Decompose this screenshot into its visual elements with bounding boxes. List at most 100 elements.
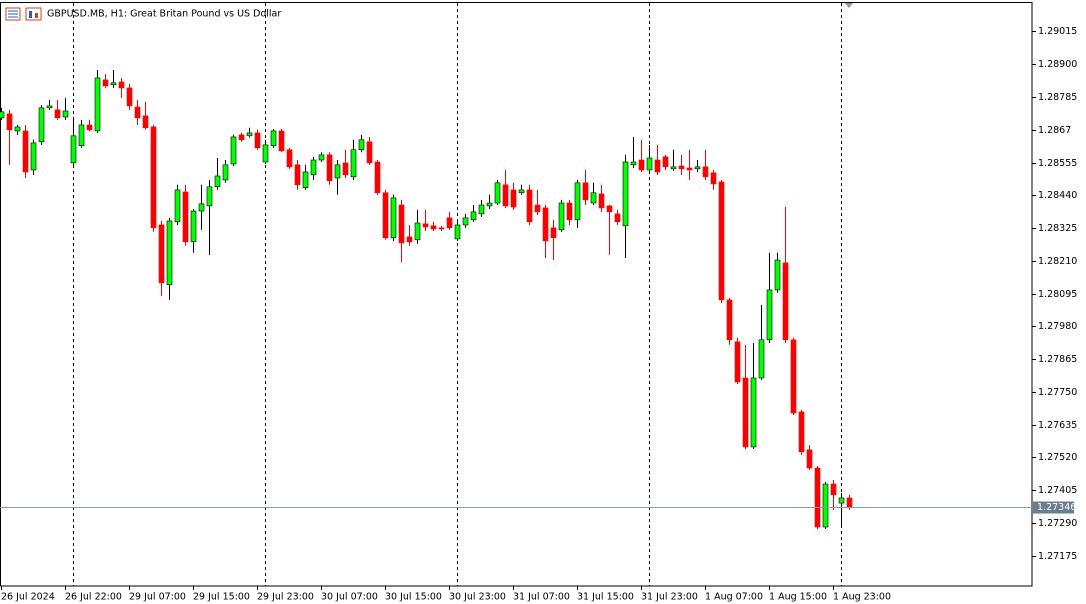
candle-body	[798, 411, 805, 453]
candle-body	[726, 299, 733, 341]
candle-body	[54, 109, 61, 119]
candle-body	[622, 161, 629, 227]
candle-body	[182, 191, 189, 243]
y-tick-label: 1.28785	[1038, 92, 1077, 103]
y-tick-label: 1.28900	[1038, 59, 1077, 70]
candle-body	[646, 157, 653, 171]
candle-body	[470, 211, 477, 221]
x-tick-label: 1 Aug 23:00	[833, 592, 891, 603]
candle-body	[246, 132, 253, 137]
candle-body	[134, 106, 141, 119]
candle-body	[414, 222, 421, 241]
candle-body	[494, 182, 501, 204]
candle-body	[62, 110, 69, 118]
candle-body	[838, 497, 845, 504]
candle-body	[174, 189, 181, 223]
candle-body	[78, 124, 85, 147]
candle-body	[582, 182, 589, 201]
x-tick-label: 30 Jul 15:00	[385, 592, 442, 603]
candle-body	[14, 126, 21, 132]
candle-body	[462, 217, 469, 226]
candle-body	[678, 165, 685, 170]
candle-body	[446, 217, 453, 229]
candle-body	[590, 192, 597, 204]
candle-body	[358, 139, 365, 151]
candle-body	[86, 124, 93, 131]
candle-body	[142, 115, 149, 129]
candle-body	[286, 149, 293, 168]
candle-body	[94, 77, 101, 132]
candle-body	[542, 207, 549, 242]
x-tick-label: 30 Jul 23:00	[449, 592, 506, 603]
candle-body	[342, 162, 349, 176]
candle-body	[478, 204, 485, 215]
candle-body	[606, 205, 613, 213]
candle-body	[302, 171, 309, 188]
candle-body	[638, 159, 645, 171]
y-tick-label: 1.28325	[1038, 223, 1077, 234]
candle-body	[230, 136, 237, 165]
candle-body	[774, 259, 781, 291]
candle-body	[406, 236, 413, 243]
candle-body	[454, 224, 461, 240]
y-tick-label: 1.27635	[1038, 420, 1077, 431]
x-tick-label: 29 Jul 07:00	[129, 592, 186, 603]
candle-body	[598, 193, 605, 209]
candle-body	[6, 113, 13, 131]
y-tick-label: 1.27290	[1038, 518, 1077, 529]
candle-body	[190, 210, 197, 243]
x-tick-label: 31 Jul 07:00	[513, 592, 570, 603]
candle-body	[518, 189, 525, 194]
candle-body	[390, 197, 397, 239]
icon-bar	[35, 13, 38, 18]
toolbar-icons	[5, 7, 42, 21]
candle-body	[534, 204, 541, 213]
candle-body	[38, 107, 45, 143]
candle-body	[734, 341, 741, 383]
candle-body	[326, 154, 333, 182]
candle-body	[702, 166, 709, 178]
candle-body	[814, 467, 821, 528]
candle-body	[110, 82, 117, 86]
candle-body	[782, 262, 789, 341]
candle-body	[710, 172, 717, 185]
candle-body	[22, 130, 29, 173]
y-tick-label: 1.27750	[1038, 387, 1077, 398]
period-separators	[73, 3, 842, 586]
y-tick-label: 1.28095	[1038, 289, 1077, 300]
candle-body	[294, 164, 301, 186]
candle-body	[46, 105, 53, 109]
candle-body	[566, 202, 573, 221]
candle-body	[158, 224, 165, 284]
candle-body	[526, 189, 533, 223]
candle-body	[350, 149, 357, 178]
candle-body	[254, 132, 261, 149]
price-label-box	[1033, 501, 1074, 514]
price-label: 1.27346	[1037, 502, 1076, 513]
x-tick-label: 29 Jul 23:00	[257, 592, 314, 603]
candle-body	[318, 154, 325, 161]
candle-body	[574, 182, 581, 221]
candle-body	[686, 167, 693, 171]
y-tick-label: 1.27865	[1038, 354, 1077, 365]
x-tick-label: 31 Jul 23:00	[641, 592, 698, 603]
y-tick-label: 1.27980	[1038, 321, 1077, 332]
candle-body	[806, 449, 813, 469]
candle-body	[70, 135, 77, 164]
candle-body	[374, 161, 381, 194]
chart-title: GBPUSD.MB, H1: Great Britan Pound vs US …	[47, 9, 281, 20]
icon-chart[interactable]	[25, 7, 42, 21]
candle-body	[30, 142, 37, 171]
candle-body	[750, 377, 757, 448]
candle-body	[718, 181, 725, 301]
candle-body	[166, 220, 173, 286]
y-tick-label: 1.27520	[1038, 452, 1077, 463]
candle-body	[0, 111, 5, 119]
candle-body	[126, 87, 133, 107]
candle-body	[790, 339, 797, 414]
candle-body	[102, 79, 109, 87]
candle-body	[654, 159, 661, 173]
x-tick-label: 1 Aug 15:00	[769, 592, 827, 603]
